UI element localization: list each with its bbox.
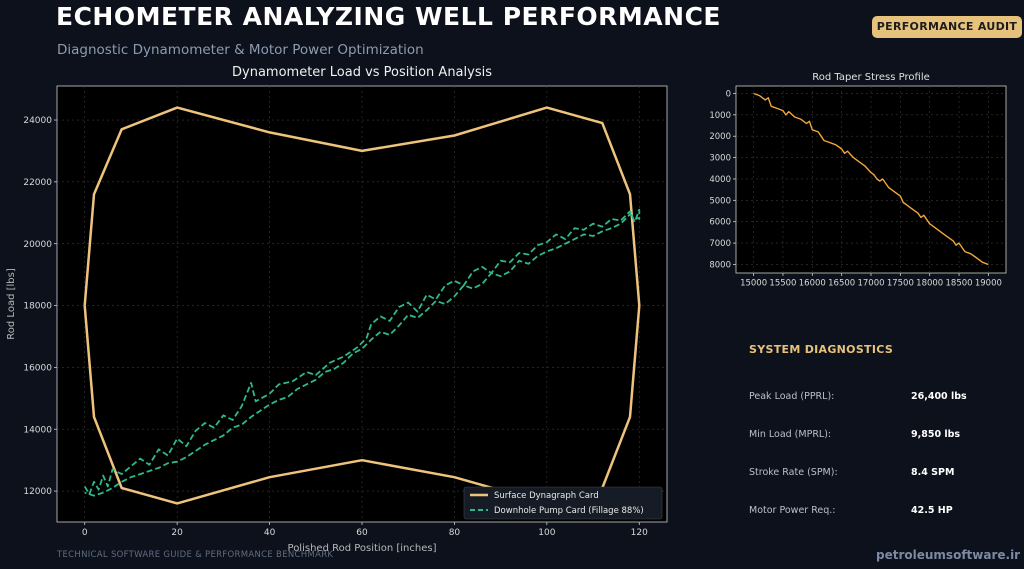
diagnostic-label: Min Load (MPRL): bbox=[749, 429, 832, 440]
diagnostic-label: Stroke Rate (SPM): bbox=[749, 467, 838, 478]
y-tick-label: 0 bbox=[726, 89, 731, 99]
performance-audit-badge: PERFORMANCE AUDIT bbox=[872, 16, 1022, 38]
diagnostic-row-min-load: Min Load (MPRL): 9,850 lbs bbox=[749, 429, 1009, 445]
diagnostic-value: 42.5 HP bbox=[911, 505, 953, 516]
dynamometer-y-axis-label: Rod Load [lbs] bbox=[6, 268, 17, 340]
x-tick-label: 16000 bbox=[799, 279, 826, 289]
y-tick-label: 18000 bbox=[23, 302, 52, 312]
x-tick-label: 20 bbox=[171, 528, 183, 538]
x-tick-label: 80 bbox=[449, 528, 461, 538]
page-subtitle: Diagnostic Dynamometer & Motor Power Opt… bbox=[57, 42, 424, 58]
diagnostic-label: Motor Power Req.: bbox=[749, 505, 836, 516]
y-tick-label: 5000 bbox=[709, 196, 731, 206]
dynamometer-y-ticks: 12000 14000 16000 18000 20000 22000 24000 bbox=[23, 116, 57, 497]
y-tick-label: 2000 bbox=[709, 132, 731, 142]
diagnostic-value: 26,400 lbs bbox=[911, 391, 967, 402]
rod-taper-chart: Rod Taper Stress Profile 15000 15500 16000… bbox=[709, 72, 1007, 289]
legend-label-surface: Surface Dynagraph Card bbox=[494, 491, 599, 501]
rod-taper-x-ticks: 15000 15500 16000 16500 17000 17500 18000 18500… bbox=[740, 273, 1002, 289]
x-tick-label: 17000 bbox=[857, 279, 884, 289]
x-tick-label: 15000 bbox=[740, 279, 767, 289]
x-tick-label: 18000 bbox=[916, 279, 943, 289]
y-tick-label: 7000 bbox=[709, 239, 731, 249]
rod-taper-y-ticks: 0 1000 2000 3000 4000 5000 6000 7000 8000 bbox=[709, 89, 736, 270]
y-tick-label: 6000 bbox=[709, 218, 731, 228]
page-title: ECHOMETER ANALYZING WELL PERFORMANCE bbox=[56, 2, 721, 31]
y-tick-label: 3000 bbox=[709, 154, 731, 164]
dynamometer-chart: Dynamometer Load vs Position Analysis 0 2… bbox=[6, 65, 668, 554]
legend-label-downhole: Downhole Pump Card (Fillage 88%) bbox=[494, 506, 644, 516]
y-tick-label: 20000 bbox=[23, 240, 52, 250]
y-tick-label: 12000 bbox=[23, 487, 52, 497]
diagnostic-value: 8.4 SPM bbox=[911, 467, 955, 478]
dynamometer-chart-title: Dynamometer Load vs Position Analysis bbox=[232, 65, 492, 80]
x-tick-label: 60 bbox=[356, 528, 368, 538]
surface-dynagraph-card-line bbox=[83, 106, 641, 505]
rod-taper-grid bbox=[736, 86, 1006, 273]
footer-website-link[interactable]: petroleumsoftware.ir bbox=[876, 548, 1021, 562]
dynamometer-series bbox=[83, 106, 641, 505]
diagnostic-label: Peak Load (PPRL): bbox=[749, 391, 835, 402]
x-tick-label: 17500 bbox=[887, 279, 914, 289]
x-tick-label: 40 bbox=[264, 528, 276, 538]
y-tick-label: 24000 bbox=[23, 116, 52, 126]
y-tick-label: 14000 bbox=[23, 425, 52, 435]
dynamometer-x-axis-label: Polished Rod Position [inches] bbox=[288, 543, 437, 554]
x-tick-label: 120 bbox=[631, 528, 648, 538]
dynamometer-legend: Surface Dynagraph Card Downhole Pump Car… bbox=[463, 486, 663, 520]
rod-taper-stress-line bbox=[753, 92, 989, 266]
diagnostic-row-motor-power: Motor Power Req.: 42.5 HP bbox=[749, 505, 1009, 521]
y-tick-label: 8000 bbox=[709, 260, 731, 270]
rod-taper-series bbox=[753, 92, 989, 266]
x-tick-label: 0 bbox=[82, 528, 88, 538]
diagnostics-title: SYSTEM DIAGNOSTICS bbox=[749, 343, 894, 356]
rod-taper-chart-title: Rod Taper Stress Profile bbox=[812, 72, 930, 83]
rod-taper-plot-area bbox=[735, 85, 1007, 274]
y-tick-label: 4000 bbox=[709, 175, 731, 185]
x-tick-label: 16500 bbox=[828, 279, 855, 289]
x-tick-label: 15500 bbox=[769, 279, 796, 289]
diagnostic-value: 9,850 lbs bbox=[911, 429, 961, 440]
dynamometer-grid bbox=[57, 86, 667, 522]
x-tick-label: 19000 bbox=[975, 279, 1002, 289]
x-tick-label: 100 bbox=[538, 528, 555, 538]
diagnostic-row-peak-load: Peak Load (PPRL): 26,400 lbs bbox=[749, 391, 1009, 407]
y-tick-label: 22000 bbox=[23, 178, 52, 188]
y-tick-label: 16000 bbox=[23, 364, 52, 374]
y-tick-label: 1000 bbox=[709, 111, 731, 121]
diagnostic-row-stroke-rate: Stroke Rate (SPM): 8.4 SPM bbox=[749, 467, 1009, 483]
x-tick-label: 18500 bbox=[946, 279, 973, 289]
footer-caption: TECHNICAL SOFTWARE GUIDE & PERFORMANCE B… bbox=[57, 550, 334, 560]
dynamometer-x-ticks: 0 20 40 60 80 100 120 bbox=[82, 522, 648, 538]
downhole-pump-card-line bbox=[83, 208, 641, 497]
